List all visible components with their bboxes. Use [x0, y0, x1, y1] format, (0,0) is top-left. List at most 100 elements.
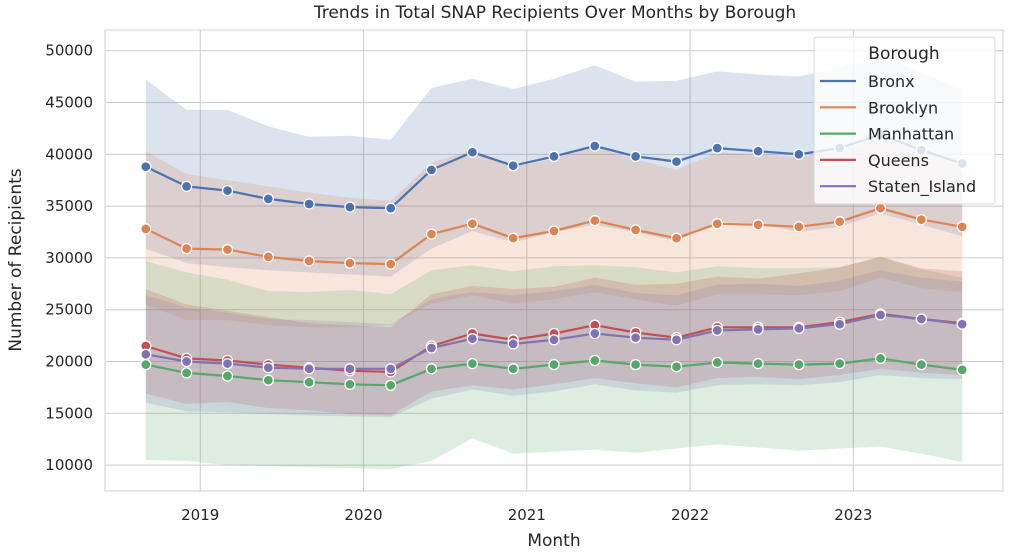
x-tick-labels: 2019 2020 2021 2022 2023	[181, 506, 872, 524]
data-point	[548, 225, 560, 237]
chart-title: Trends in Total SNAP Recipients Over Mon…	[313, 3, 796, 23]
data-point	[425, 342, 438, 354]
data-point	[711, 142, 723, 154]
data-point	[180, 242, 193, 255]
data-point	[589, 354, 601, 367]
data-point	[711, 218, 723, 230]
legend: Borough Bronx Brooklyn Manhattan Queens Stat…	[813, 36, 996, 205]
data-point	[466, 218, 479, 230]
y-tick-labels: 10000 15000 20000 25000 30000 35000 40000 45000…	[45, 42, 93, 474]
data-point	[140, 161, 152, 173]
data-point	[711, 356, 723, 369]
data-point	[670, 334, 683, 346]
legend-box	[813, 36, 996, 205]
data-point	[670, 155, 683, 168]
data-point	[425, 164, 438, 176]
data-point	[221, 370, 234, 382]
data-point	[262, 374, 274, 386]
data-point	[262, 193, 274, 205]
data-point	[140, 223, 152, 235]
x-tick-label: 2022	[671, 506, 709, 524]
data-point	[425, 228, 438, 240]
data-point	[548, 150, 560, 163]
legend-label: Manhattan	[868, 125, 954, 144]
data-point	[425, 363, 438, 375]
data-point	[589, 214, 601, 227]
data-point	[752, 357, 764, 370]
data-point	[507, 338, 519, 350]
data-point	[793, 358, 805, 371]
data-point	[874, 202, 887, 214]
data-point	[915, 358, 928, 371]
data-point	[834, 357, 846, 370]
y-tick-label: 35000	[45, 197, 93, 215]
y-tick-label: 50000	[45, 42, 93, 60]
data-point	[752, 219, 764, 231]
legend-label: Staten_Island	[868, 177, 976, 197]
data-point	[629, 332, 642, 344]
data-point	[466, 357, 479, 370]
x-tick-label: 2020	[344, 506, 382, 524]
data-point	[466, 146, 479, 158]
data-point	[752, 145, 764, 157]
data-point	[548, 358, 560, 371]
data-point	[629, 150, 642, 163]
data-point	[262, 362, 274, 374]
data-point	[752, 323, 764, 336]
x-tick-label: 2019	[181, 506, 219, 524]
legend-label: Queens	[868, 151, 929, 170]
data-point	[344, 201, 356, 213]
series-markers	[140, 128, 968, 391]
data-point	[793, 322, 805, 335]
data-point	[548, 334, 560, 346]
data-point	[670, 232, 683, 244]
data-point	[670, 361, 683, 373]
y-tick-label: 45000	[45, 94, 93, 112]
data-point	[303, 363, 315, 375]
data-point	[303, 376, 315, 388]
data-point	[629, 224, 642, 236]
y-axis-title: Number of Recipients	[6, 168, 26, 351]
data-point	[589, 140, 601, 152]
data-point	[956, 318, 968, 330]
y-tick-label: 40000	[45, 145, 93, 163]
data-point	[834, 216, 846, 228]
data-point	[221, 357, 234, 370]
data-point	[385, 258, 397, 270]
data-point	[915, 313, 928, 325]
x-tick-label: 2023	[834, 506, 872, 524]
data-point	[385, 363, 397, 375]
data-point	[221, 184, 234, 197]
data-point	[303, 255, 315, 267]
x-axis-title: Month	[527, 531, 580, 551]
data-point	[629, 358, 642, 371]
data-point	[834, 318, 846, 330]
data-point	[303, 198, 315, 210]
legend-title: Borough	[868, 44, 939, 64]
data-point	[180, 367, 193, 379]
data-point	[956, 221, 968, 233]
data-point	[915, 213, 928, 226]
data-point	[180, 180, 193, 193]
y-tick-label: 25000	[45, 301, 93, 319]
data-point	[221, 243, 234, 256]
x-tick-label: 2021	[508, 506, 546, 524]
y-tick-label: 30000	[45, 249, 93, 267]
y-tick-label: 20000	[45, 353, 93, 371]
data-point	[711, 324, 723, 337]
data-point	[507, 232, 519, 244]
data-point	[385, 202, 397, 214]
data-point	[344, 363, 356, 375]
data-point	[874, 352, 887, 365]
data-point	[385, 379, 397, 391]
data-point	[466, 333, 479, 345]
y-tick-label: 15000	[45, 404, 93, 422]
data-point	[140, 358, 152, 371]
y-tick-label: 10000	[45, 456, 93, 474]
data-point	[344, 378, 356, 390]
data-point	[262, 251, 274, 263]
data-point	[793, 221, 805, 233]
legend-label: Bronx	[868, 72, 915, 91]
data-point	[507, 160, 519, 172]
